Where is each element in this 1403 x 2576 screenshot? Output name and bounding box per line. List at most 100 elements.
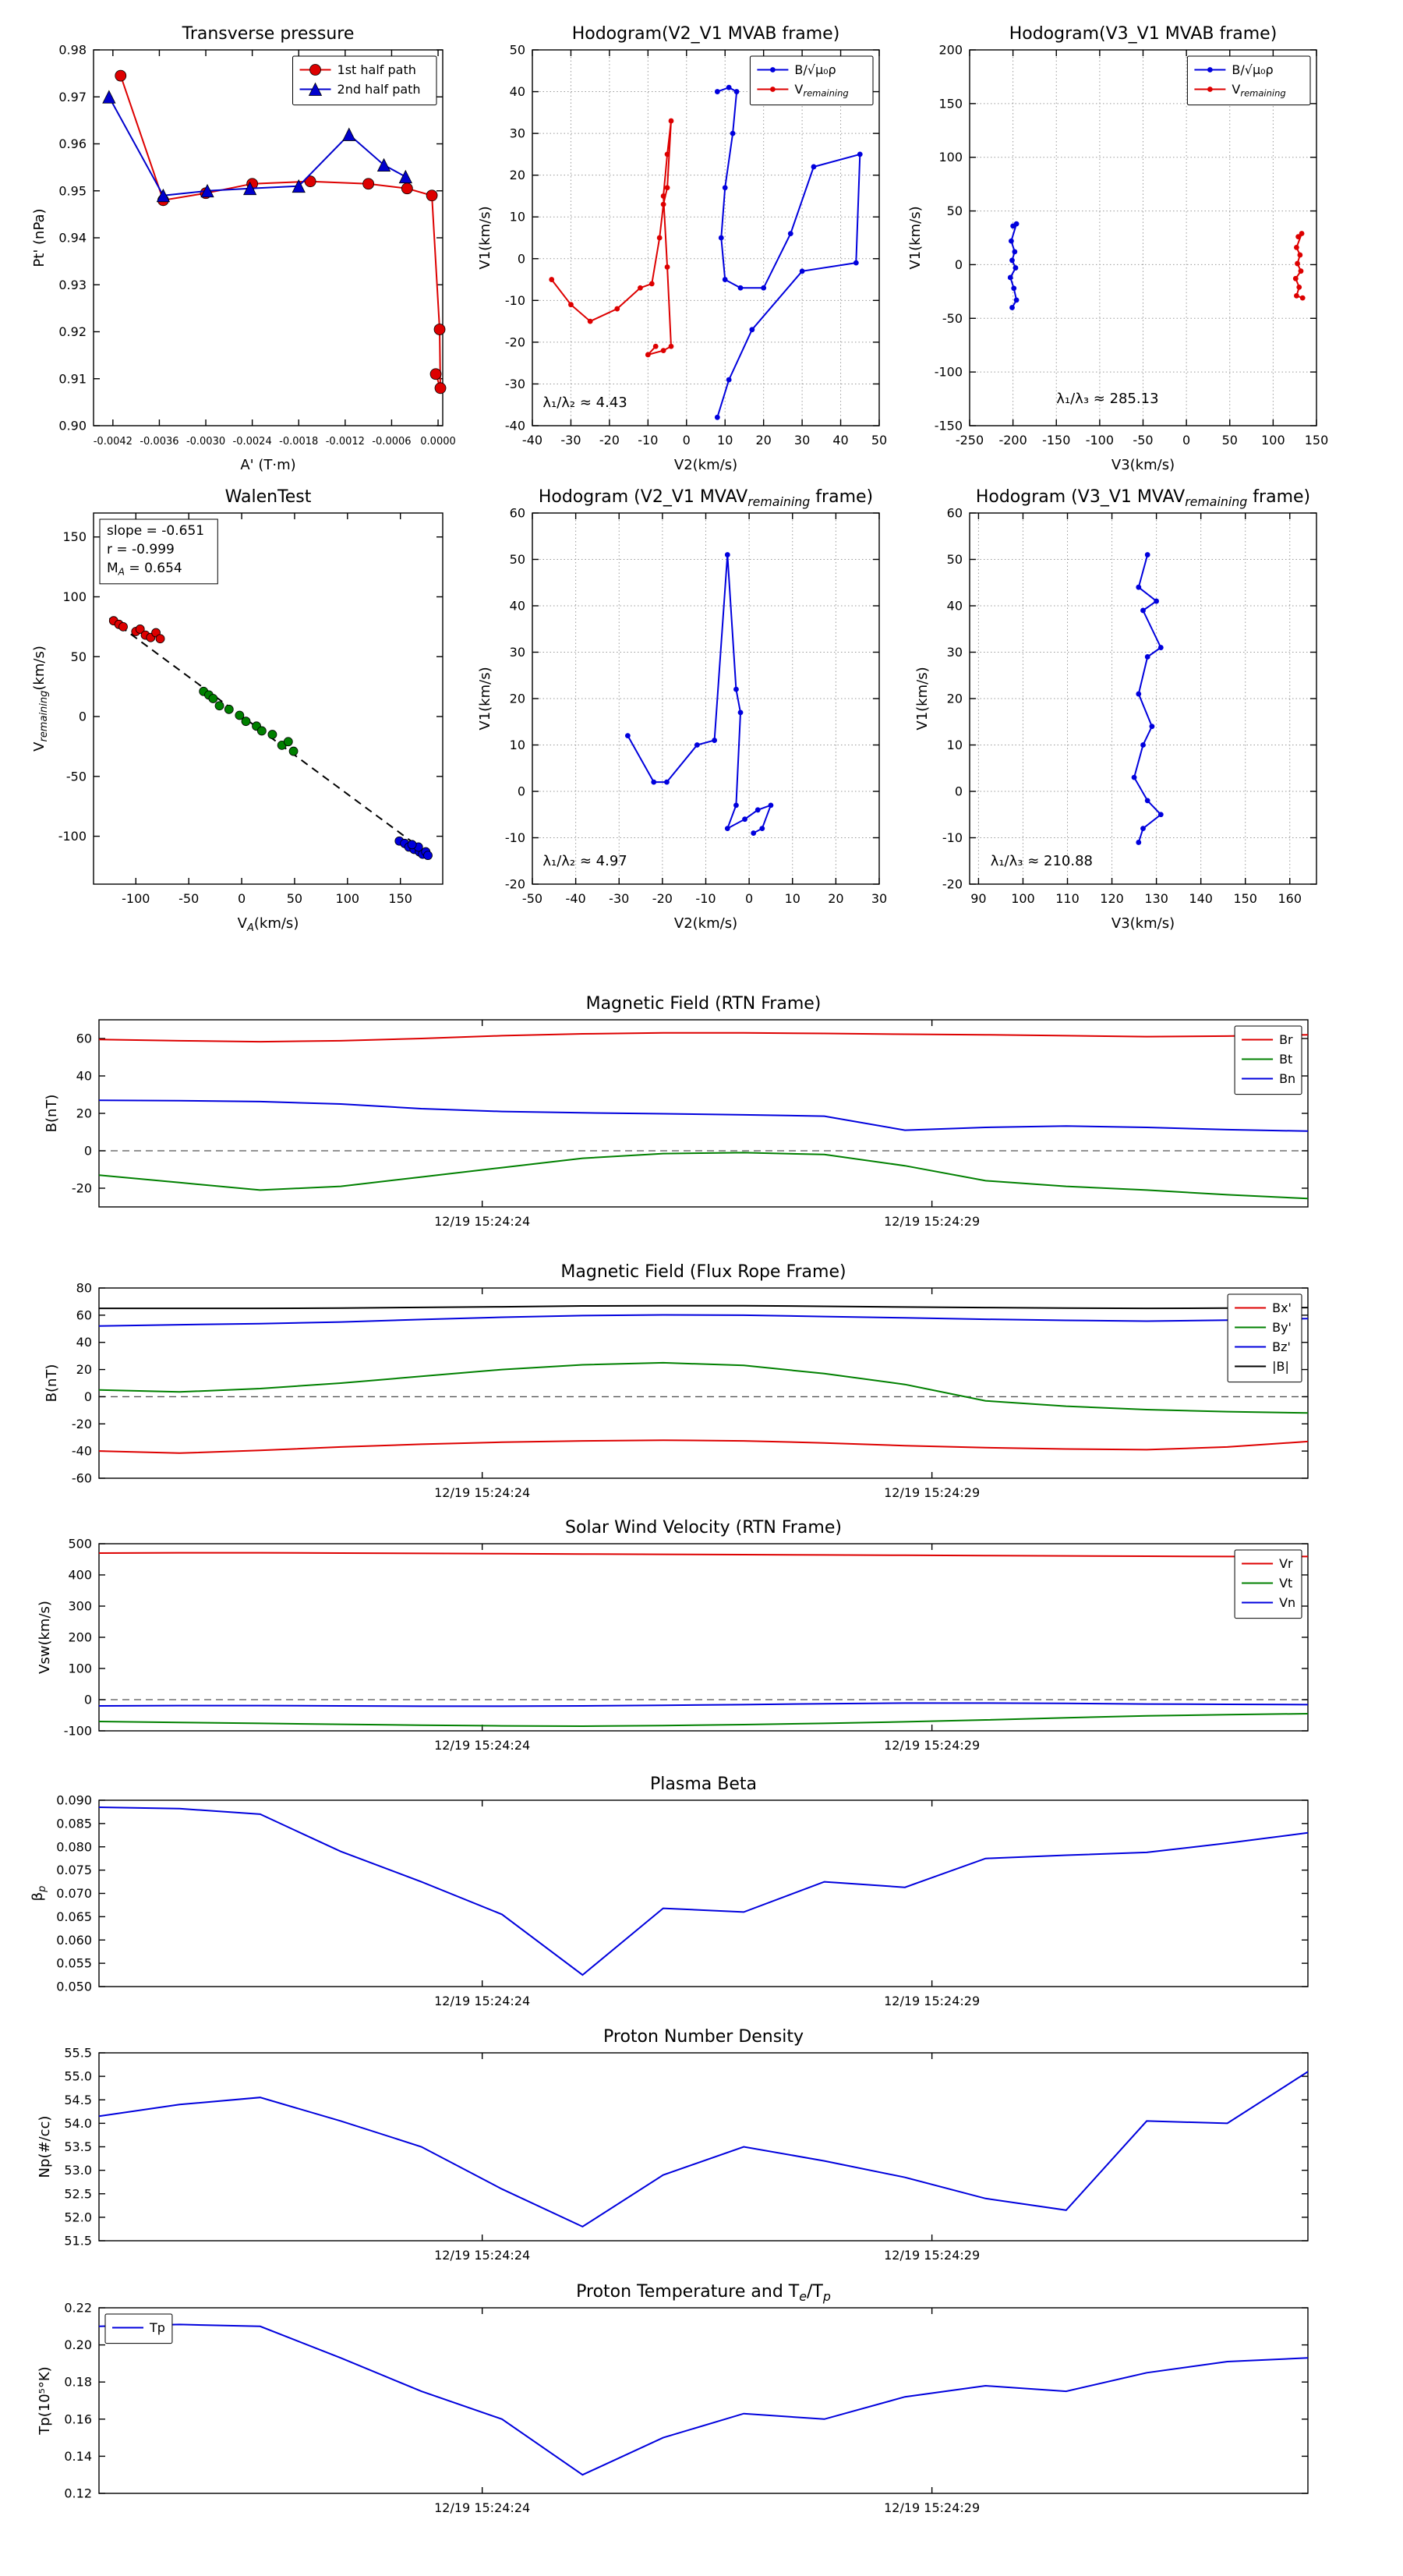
y-tick-label: 100 bbox=[68, 1661, 92, 1676]
axes-frame bbox=[98, 1799, 1309, 1987]
panel-title: Hodogram(V2_V1 MVAB frame) bbox=[572, 24, 840, 44]
y-tick-label: 0 bbox=[84, 1693, 92, 1707]
marker-dot bbox=[1011, 285, 1017, 292]
y-tick-label: 10 bbox=[510, 738, 525, 752]
x-tick-label: -0.0018 bbox=[279, 436, 318, 448]
y-tick-label: 0 bbox=[955, 784, 963, 799]
x-tick-label: 20 bbox=[828, 891, 843, 906]
y-tick-label: 500 bbox=[68, 1537, 92, 1552]
y-tick-label: 0 bbox=[84, 1144, 92, 1159]
marker-circle bbox=[115, 69, 127, 82]
panel-hodogram-v2v1-mvav: -50 -40 -30 -20 -10 0 10 20 30 -20 -10 0 10 20 30 40 50 6… bbox=[477, 487, 887, 932]
y-tick-label: 0.97 bbox=[58, 90, 87, 104]
y-tick-label: 0.050 bbox=[56, 1980, 92, 1994]
marker-dot bbox=[660, 348, 666, 353]
marker-circle bbox=[309, 64, 321, 76]
marker-dot bbox=[1009, 305, 1015, 310]
annotation: λ₁/λ₂ ≈ 4.97 bbox=[542, 853, 627, 869]
y-tick-label: 150 bbox=[62, 529, 87, 544]
x-tick-label: 12/19 15:24:24 bbox=[434, 1485, 530, 1500]
x-tick-label: 12/19 15:24:29 bbox=[884, 1738, 980, 1753]
marker-triangle bbox=[376, 157, 391, 172]
marker-dot bbox=[722, 277, 728, 282]
y-tick-label: 53.5 bbox=[64, 2139, 92, 2154]
y-tick-label: 0.92 bbox=[58, 324, 87, 339]
y-tick-label: 0 bbox=[518, 251, 525, 266]
marker-circle bbox=[426, 189, 438, 202]
marker-triangle bbox=[308, 82, 323, 96]
marker-dot bbox=[1207, 67, 1213, 73]
y-tick-label: 60 bbox=[947, 506, 963, 521]
marker-dot bbox=[1007, 274, 1013, 281]
x-tick-label: 50 bbox=[287, 891, 302, 906]
marker-circle bbox=[224, 704, 234, 714]
y-tick-label: 0.065 bbox=[56, 1909, 92, 1924]
panel-legend bbox=[1234, 1549, 1302, 1619]
marker-dot bbox=[1144, 798, 1150, 804]
marker-triangle bbox=[292, 179, 306, 193]
marker-dot bbox=[724, 826, 730, 831]
marker-dot bbox=[664, 779, 670, 785]
x-axis-label: A' (T·m) bbox=[240, 457, 295, 473]
marker-dot bbox=[614, 306, 620, 312]
panel-title: Solar Wind Velocity (RTN Frame) bbox=[565, 1518, 842, 1537]
marker-dot bbox=[733, 802, 739, 809]
y-tick-label: 30 bbox=[947, 645, 963, 660]
marker-circle bbox=[267, 730, 277, 739]
panel-vsw-rtn: 12/19 15:24:24 12/19 15:24:29 -100 0 100 200 3… bbox=[37, 1518, 1309, 1753]
y-tick-label: 60 bbox=[76, 1031, 92, 1046]
y-tick-label: 40 bbox=[510, 84, 525, 99]
marker-dot bbox=[1296, 284, 1302, 290]
x-tick-label: 0 bbox=[683, 433, 691, 448]
series-Vt bbox=[98, 1713, 1309, 1728]
panel-title: Magnetic Field (RTN Frame) bbox=[586, 994, 822, 1014]
y-tick-label: 300 bbox=[68, 1599, 92, 1614]
y-tick-label: 0.070 bbox=[56, 1886, 92, 1901]
x-tick-label: 50 bbox=[871, 433, 887, 448]
marker-circle bbox=[256, 726, 267, 736]
marker-dot bbox=[660, 201, 666, 207]
annotation: λ₁/λ₃ ≈ 285.13 bbox=[1056, 391, 1158, 407]
legend-label: Br bbox=[1279, 1032, 1293, 1047]
marker-dot bbox=[664, 185, 670, 191]
y-tick-label: -50 bbox=[942, 311, 963, 326]
x-tick-label: -30 bbox=[560, 433, 581, 448]
y-tick-label: 50 bbox=[510, 552, 525, 567]
marker-dot bbox=[1144, 654, 1150, 660]
x-tick-label: 100 bbox=[1261, 433, 1285, 448]
y-tick-label: 53.0 bbox=[64, 2163, 92, 2178]
x-axis-label: V2(km/s) bbox=[674, 457, 737, 473]
annotation: λ₁/λ₃ ≈ 210.88 bbox=[991, 853, 1093, 869]
marker-circle bbox=[362, 178, 375, 190]
marker-dot bbox=[1140, 742, 1146, 748]
marker-dot bbox=[648, 281, 655, 287]
marker-dot bbox=[787, 231, 793, 237]
y-tick-label: 0.90 bbox=[58, 419, 87, 433]
panel-hodogram-v3v1-mvab: -250 -200 -150 -100 -50 0 50 100 150 -150 -100 -50 0… bbox=[907, 24, 1328, 473]
series-|B| bbox=[99, 1304, 1309, 1310]
legend-label: By' bbox=[1272, 1320, 1292, 1335]
y-tick-label: 0.060 bbox=[56, 1933, 92, 1948]
y-tick-label: 0.14 bbox=[64, 2449, 92, 2464]
x-tick-label: -200 bbox=[998, 433, 1027, 448]
marker-dot bbox=[652, 343, 659, 349]
y-tick-label: 0.22 bbox=[64, 2301, 92, 2316]
marker-dot bbox=[1299, 295, 1306, 301]
marker-triangle bbox=[398, 169, 412, 184]
x-tick-label: 10 bbox=[717, 433, 733, 448]
marker-dot bbox=[768, 802, 774, 809]
marker-dot bbox=[726, 84, 732, 90]
x-tick-label: -0.0036 bbox=[140, 436, 178, 448]
stats-box-line: slope = -0.651 bbox=[107, 523, 204, 539]
panel-title: WalenTest bbox=[225, 487, 312, 507]
x-tick-label: -50 bbox=[178, 891, 199, 906]
marker-dot bbox=[1157, 812, 1164, 818]
x-tick-label: 40 bbox=[832, 433, 848, 448]
x-tick-label: 120 bbox=[1100, 891, 1124, 906]
y-tick-label: 0.18 bbox=[64, 2375, 92, 2390]
marker-dot bbox=[712, 738, 718, 743]
y-tick-label: 52.5 bbox=[64, 2186, 92, 2201]
marker-triangle bbox=[200, 183, 214, 198]
